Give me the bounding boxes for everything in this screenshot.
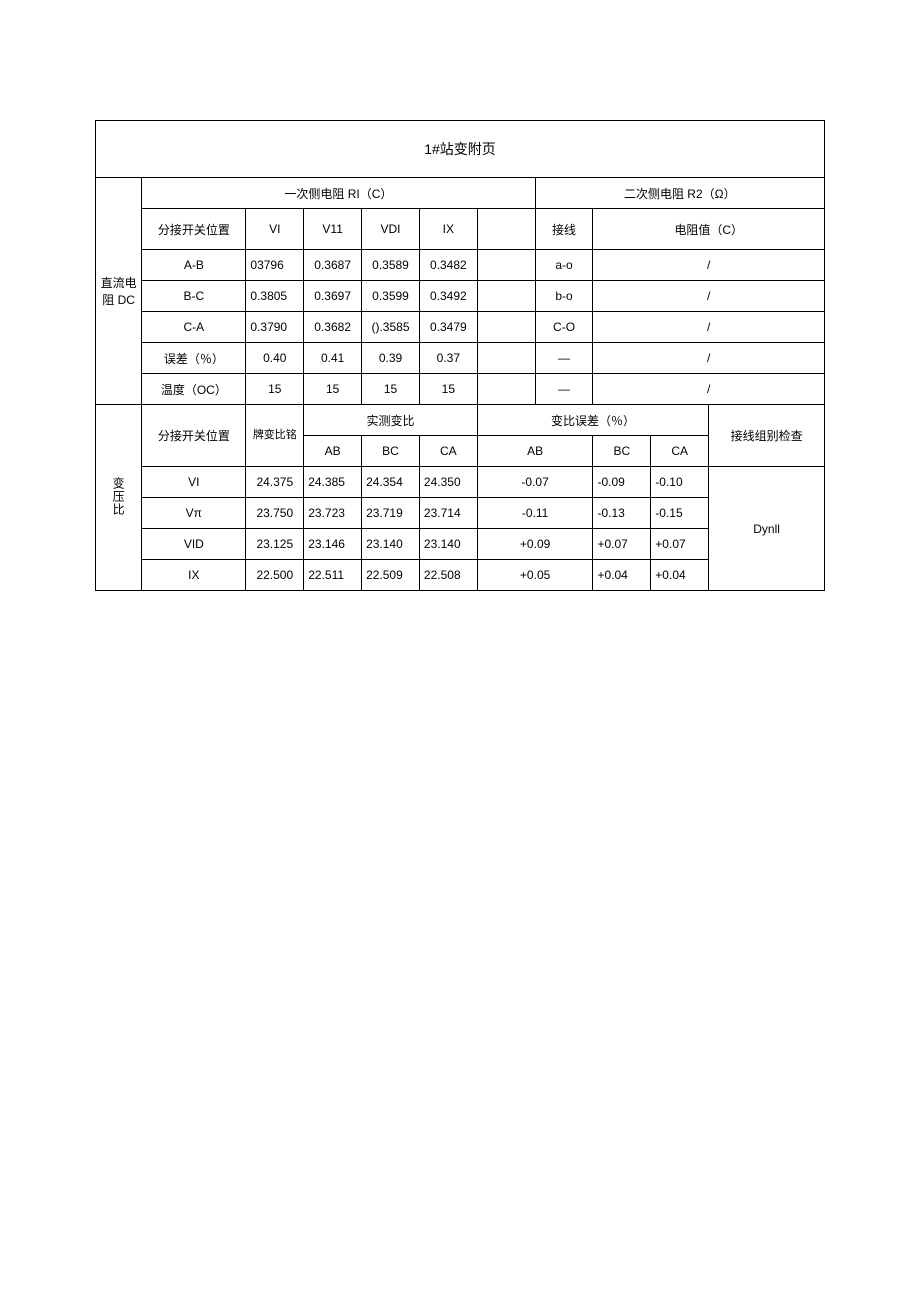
cell: -0.15	[651, 498, 709, 529]
cell: 23.125	[246, 529, 304, 560]
cell: b-o	[535, 281, 593, 312]
cell: 15	[304, 374, 362, 405]
cell: —	[535, 343, 593, 374]
cell: -0.09	[593, 467, 651, 498]
cell: -0.07	[477, 467, 593, 498]
tap: VI	[142, 467, 246, 498]
cell: -0.13	[593, 498, 651, 529]
cell: 0.3492	[419, 281, 477, 312]
cell: +0.05	[477, 560, 593, 591]
page-title: 1#站变附页	[96, 121, 825, 178]
subcol: CA	[651, 436, 709, 467]
cell: 0.3790	[246, 312, 304, 343]
cell	[477, 281, 535, 312]
tap: IX	[142, 560, 246, 591]
cell: 22.509	[362, 560, 420, 591]
tap-position-label: 分接开关位置	[142, 209, 246, 250]
cell: -0.10	[651, 467, 709, 498]
cell: 0.3682	[304, 312, 362, 343]
cell: 23.723	[304, 498, 362, 529]
resistance-value-label: 电阻值（C）	[593, 209, 825, 250]
row-name: C-A	[142, 312, 246, 343]
transformer-test-table: 1#站变附页 直流电阻 DC 一次侧电阻 RI（C） 二次侧电阻 R2（Ω） 分…	[95, 120, 825, 591]
cell: +0.07	[593, 529, 651, 560]
col-v11: V11	[304, 209, 362, 250]
cell: 22.500	[246, 560, 304, 591]
cell: 0.40	[246, 343, 304, 374]
cell: +0.09	[477, 529, 593, 560]
cell: 23.146	[304, 529, 362, 560]
cell: C-O	[535, 312, 593, 343]
row-name: B-C	[142, 281, 246, 312]
cell: /	[593, 374, 825, 405]
subcol: AB	[477, 436, 593, 467]
cell: 23.719	[362, 498, 420, 529]
cell: 03796	[246, 250, 304, 281]
ratio-error-label: 变比误差（％）	[477, 405, 708, 436]
col-vi: VI	[246, 209, 304, 250]
cell: 23.714	[419, 498, 477, 529]
subcol: CA	[419, 436, 477, 467]
col-vdi: VDI	[362, 209, 420, 250]
row-name: 误差（％）	[142, 343, 246, 374]
tap: VID	[142, 529, 246, 560]
cell: +0.07	[651, 529, 709, 560]
cell	[477, 250, 535, 281]
cell: 0.41	[304, 343, 362, 374]
cell: 24.385	[304, 467, 362, 498]
col-blank	[477, 209, 535, 250]
subcol: BC	[362, 436, 420, 467]
subcol: AB	[304, 436, 362, 467]
secondary-resistance-header: 二次侧电阻 R2（Ω）	[535, 178, 824, 209]
cell: 0.39	[362, 343, 420, 374]
cell: +0.04	[593, 560, 651, 591]
cell: ().3585	[362, 312, 420, 343]
cell: 22.508	[419, 560, 477, 591]
cell: 0.3687	[304, 250, 362, 281]
primary-resistance-header: 一次侧电阻 RI（C）	[142, 178, 535, 209]
tap: Vπ	[142, 498, 246, 529]
nameplate-label: 牌变比铭	[246, 405, 304, 467]
cell: 0.3805	[246, 281, 304, 312]
cell: 24.350	[419, 467, 477, 498]
dc-resistance-label: 直流电阻 DC	[96, 178, 142, 405]
cell: 0.3599	[362, 281, 420, 312]
cell: 23.140	[362, 529, 420, 560]
cell: /	[593, 281, 825, 312]
cell	[477, 343, 535, 374]
cell	[477, 374, 535, 405]
row-name: 温度（OC）	[142, 374, 246, 405]
tap-position-label-2: 分接开关位置	[142, 405, 246, 467]
subcol: BC	[593, 436, 651, 467]
cell: 0.37	[419, 343, 477, 374]
cell: /	[593, 250, 825, 281]
cell: 0.3482	[419, 250, 477, 281]
cell: 15	[362, 374, 420, 405]
cell: /	[593, 312, 825, 343]
col-ix: IX	[419, 209, 477, 250]
cell: 0.3589	[362, 250, 420, 281]
wiring-check-label: 接线组别检查	[709, 405, 825, 467]
cell: 0.3697	[304, 281, 362, 312]
wiring-check-value: Dynll	[709, 467, 825, 591]
cell: 24.354	[362, 467, 420, 498]
cell: 23.140	[419, 529, 477, 560]
cell: 22.511	[304, 560, 362, 591]
cell: 15	[419, 374, 477, 405]
cell: 24.375	[246, 467, 304, 498]
cell: +0.04	[651, 560, 709, 591]
cell: 15	[246, 374, 304, 405]
row-name: A-B	[142, 250, 246, 281]
ratio-label: 变压比	[96, 405, 142, 591]
cell: -0.11	[477, 498, 593, 529]
cell: 23.750	[246, 498, 304, 529]
cell: 0.3479	[419, 312, 477, 343]
cell: a-o	[535, 250, 593, 281]
cell: /	[593, 343, 825, 374]
wiring-label: 接线	[535, 209, 593, 250]
cell	[477, 312, 535, 343]
cell: —	[535, 374, 593, 405]
measured-ratio-label: 实测变比	[304, 405, 478, 436]
